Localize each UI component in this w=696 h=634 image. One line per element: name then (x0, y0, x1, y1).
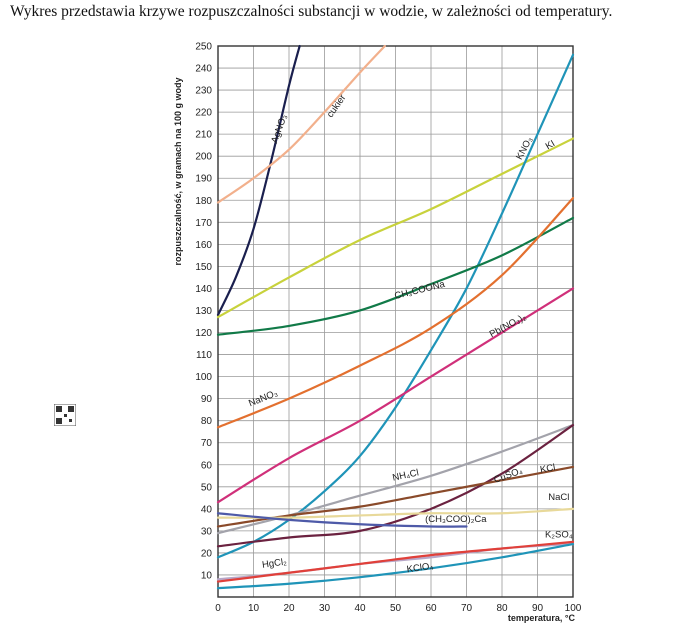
y-tick-label: 90 (201, 394, 213, 405)
series-label: NaNO₃ (247, 388, 279, 410)
chart-heading: Wykres przedstawia krzywe rozpuszczalnoś… (10, 3, 613, 20)
series-label: CuSO₄ (492, 465, 524, 486)
series-line-cukier (216, 44, 386, 204)
y-tick-label: 180 (195, 196, 212, 207)
series-line-ki (216, 137, 575, 319)
y-tick-label: 100 (195, 372, 212, 383)
plot-border (217, 45, 574, 598)
x-tick-label: 10 (248, 603, 260, 614)
axes: 1020304050607080901001101201301401501601… (173, 42, 582, 624)
series-label: KI (544, 138, 557, 152)
y-tick-label: 200 (195, 152, 212, 163)
x-tick-label: 90 (532, 603, 544, 614)
y-tick-label: 140 (195, 284, 212, 295)
qr-code-icon (54, 404, 76, 426)
y-tick-label: 160 (195, 240, 212, 251)
series-group (216, 44, 575, 590)
x-tick-label: 100 (565, 603, 582, 614)
y-tick-label: 130 (195, 306, 212, 317)
x-axis-label: temperatura, °C (508, 613, 576, 623)
x-tick-label: 20 (283, 603, 295, 614)
x-tick-label: 60 (425, 603, 437, 614)
y-tick-label: 60 (201, 460, 213, 471)
series-label: (CH₃COO)₂Ca (425, 514, 487, 525)
x-tick-label: 30 (319, 603, 331, 614)
series-label: KClO₄ (406, 561, 434, 576)
y-tick-label: 10 (201, 570, 213, 581)
series-label: HgCl₂ (261, 556, 287, 570)
series-line--ch3coo-2ca (216, 512, 468, 528)
x-tick-label: 70 (461, 603, 473, 614)
x-tick-label: 0 (215, 603, 221, 614)
series-label: CH₃COONa (393, 279, 446, 302)
series-label: NH₄Cl (391, 467, 419, 483)
x-tick-label: 40 (354, 603, 366, 614)
y-tick-label: 190 (195, 174, 212, 185)
y-tick-label: 70 (201, 438, 213, 449)
y-axis-label: rozpuszczalność, w gramach na 100 g wody (173, 77, 183, 265)
series-line-agno3 (216, 44, 301, 316)
series-line-nacl (216, 507, 575, 519)
y-tick-label: 150 (195, 262, 212, 273)
y-tick-label: 40 (201, 504, 213, 515)
y-tick-label: 80 (201, 416, 213, 427)
y-tick-label: 220 (195, 108, 212, 119)
y-tick-label: 240 (195, 64, 212, 75)
series-line-kno3 (216, 53, 575, 559)
series-label: NaCl (548, 492, 569, 503)
series-line-nano3 (216, 196, 575, 429)
y-tick-label: 50 (201, 482, 213, 493)
x-tick-label: 50 (390, 603, 402, 614)
series-line-ch3coona (216, 216, 575, 336)
series-line-hgcl2 (216, 540, 575, 583)
series-line-pb-no3-2 (216, 287, 575, 504)
y-tick-label: 170 (195, 218, 212, 229)
series-line-kcl (216, 465, 575, 528)
y-tick-label: 110 (196, 350, 212, 361)
y-tick-label: 210 (195, 130, 212, 141)
series-label: AgNO₃ (269, 113, 290, 145)
series-label: KCl (539, 462, 556, 475)
x-tick-label: 80 (496, 603, 508, 614)
y-tick-label: 230 (195, 86, 212, 97)
series-label: K₂SO₄ (545, 529, 573, 540)
series-line-kclo4 (216, 543, 575, 590)
y-tick-label: 250 (195, 42, 212, 53)
series-line-cuso4 (216, 423, 575, 548)
series-label: Pb(NO₃)₂ (488, 312, 529, 341)
y-tick-label: 120 (195, 328, 212, 339)
y-tick-label: 20 (201, 548, 213, 559)
y-tick-label: 30 (201, 526, 213, 537)
